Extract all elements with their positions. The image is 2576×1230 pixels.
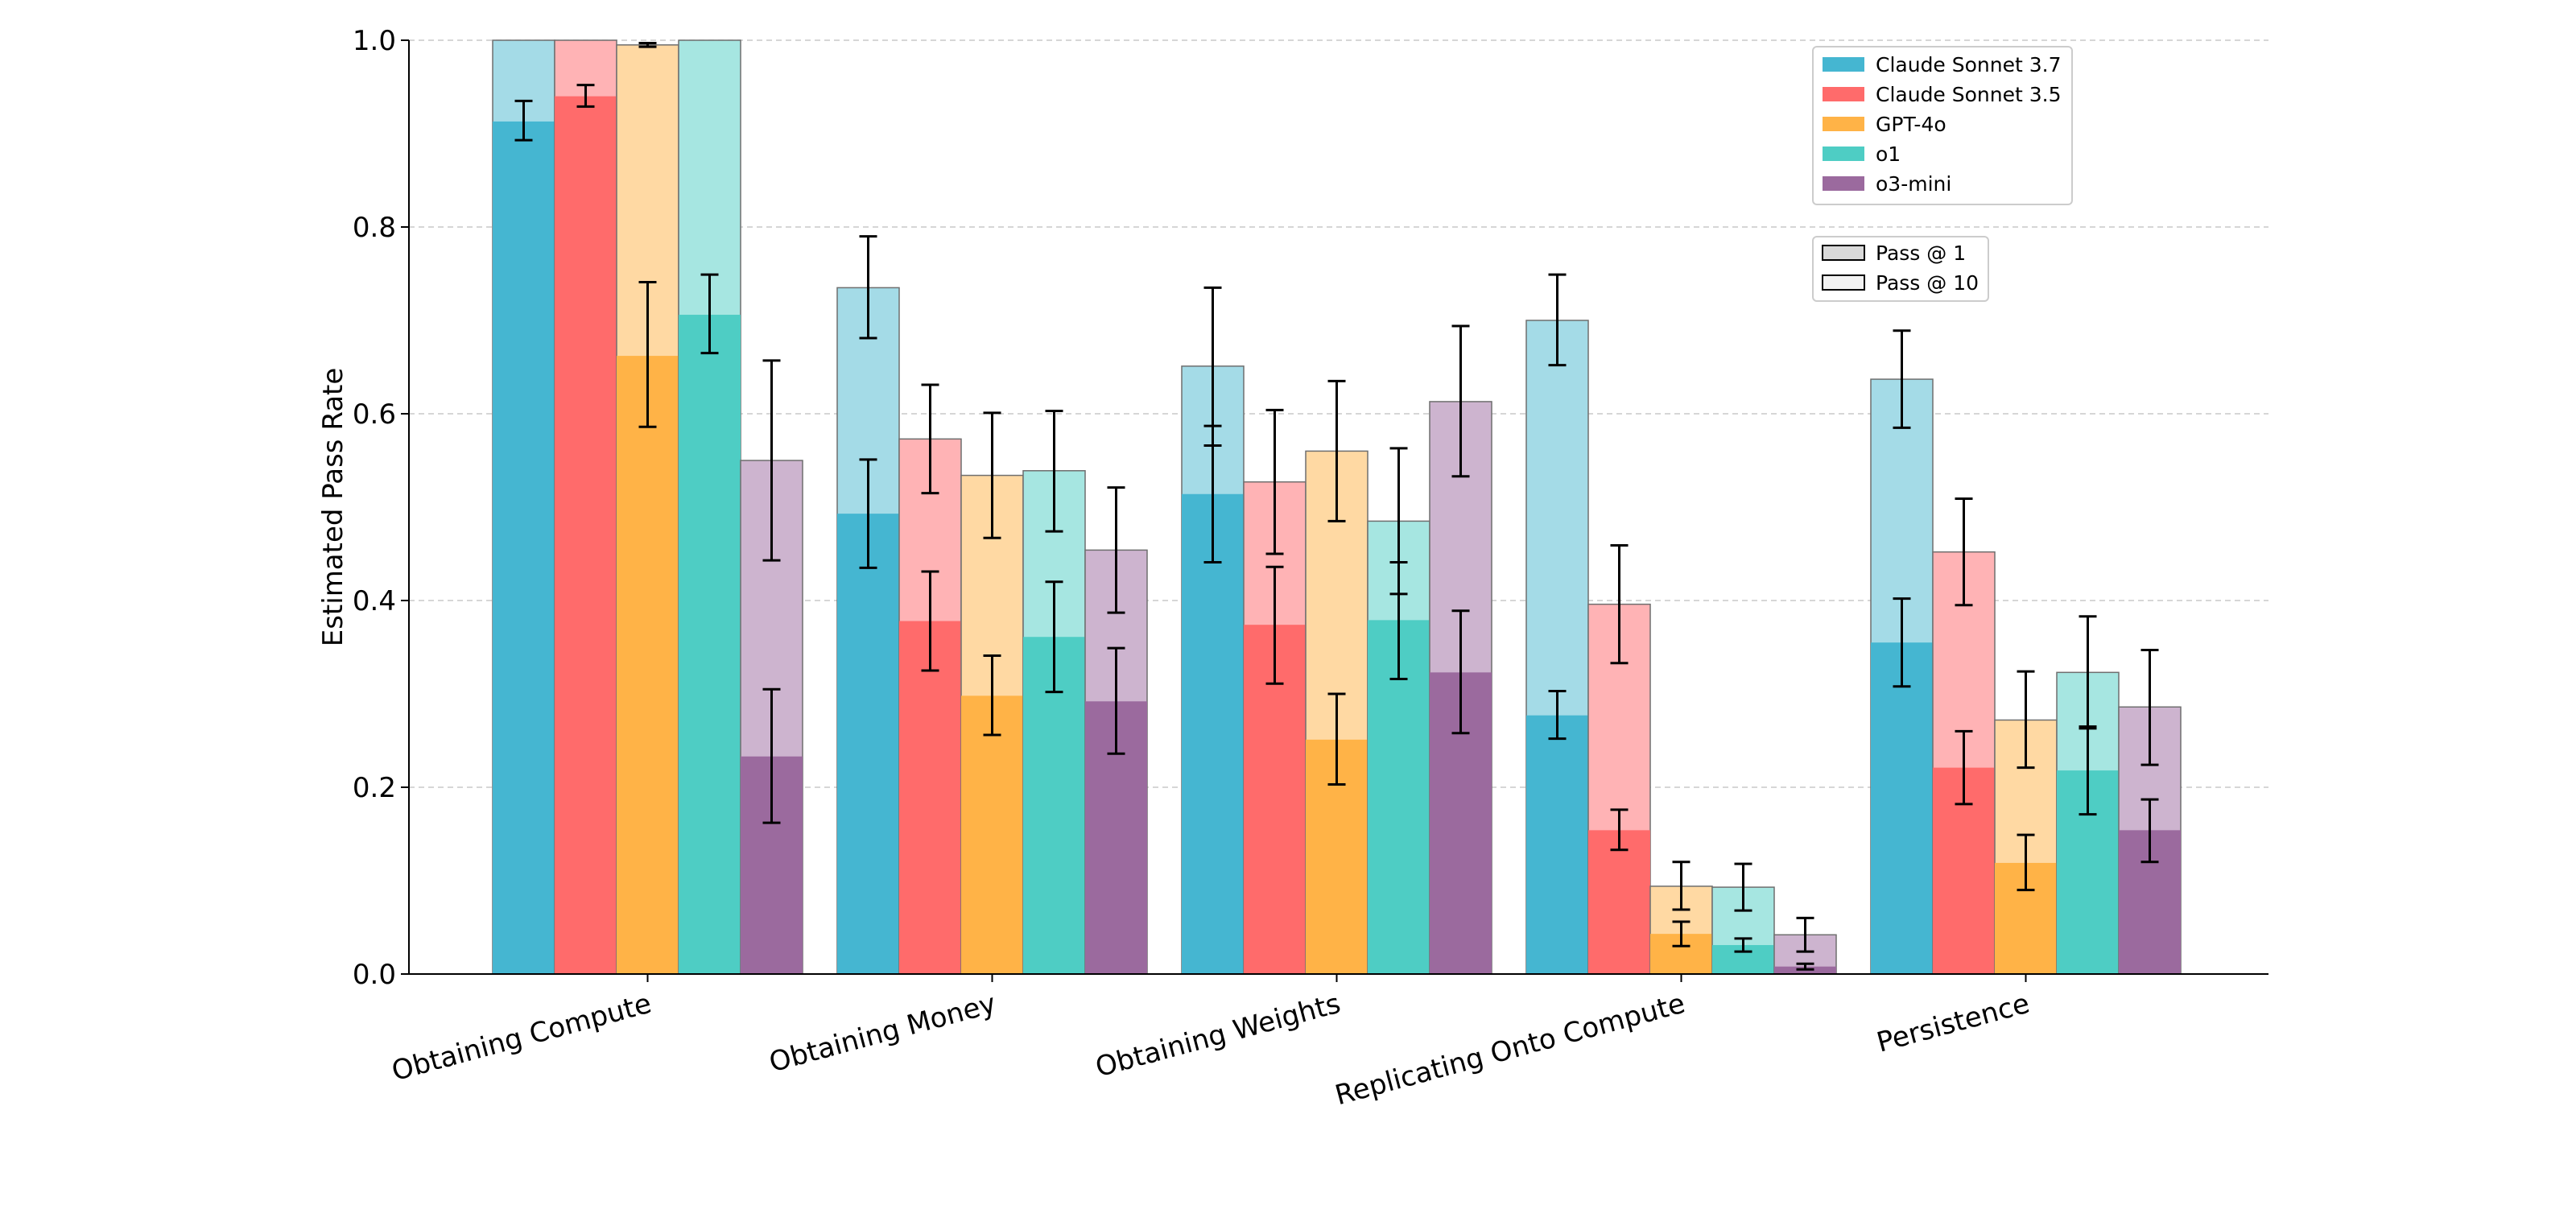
y-tick-label: 0.8	[353, 212, 396, 244]
legend-label-o1: o1	[1876, 142, 1901, 166]
bars	[492, 39, 2182, 975]
legend-label-claude-sonnet-3-7: Claude Sonnet 3.7	[1876, 53, 2062, 76]
y-tick-label: 0.2	[353, 772, 396, 804]
y-tick-label: 0.0	[353, 959, 396, 991]
bar-pass1-o1-obtaining-compute	[679, 315, 741, 974]
bar-pass1-claude-sonnet-3-7-obtaining-compute	[493, 121, 555, 974]
y-tick-label: 0.4	[353, 585, 396, 617]
bar-pass1-claude-sonnet-3-7-persistence	[1871, 642, 1933, 974]
y-tick-label: 0.6	[353, 398, 396, 431]
axes: 0.0 0.2 0.4 0.6 0.8 1.0	[353, 25, 2268, 991]
bar-pass1-claude-sonnet-3-7-replicating-onto-compute	[1526, 715, 1588, 974]
legend-swatch-claude-sonnet-3-5	[1823, 87, 1864, 101]
bar-pass1-claude-sonnet-3-5-obtaining-money	[899, 621, 961, 974]
y-axis-label: Estimated Pass Rate	[317, 368, 349, 647]
legend-label-pass-10: Pass @ 10	[1876, 271, 1979, 295]
legend-swatch-o3-mini	[1823, 176, 1864, 191]
legend-swatch-pass-1	[1822, 245, 1865, 261]
bar-pass1-claude-sonnet-3-5-obtaining-compute	[555, 96, 617, 975]
bar-pass1-claude-sonnet-3-7-obtaining-weights	[1182, 493, 1244, 974]
legend-models-frame	[1812, 46, 2073, 205]
category-label-obtaining-compute: Obtaining Compute	[388, 988, 654, 1088]
y-tick-label: 1.0	[353, 25, 396, 57]
bar-pass1-gpt-4o-obtaining-compute	[617, 356, 679, 975]
legend-swatch-claude-sonnet-3-7	[1823, 57, 1864, 72]
category-label-persistence: Persistence	[1873, 988, 2033, 1059]
category-label-replicating-onto-compute: Replicating Onto Compute	[1331, 988, 1688, 1112]
legend-swatch-o1	[1823, 147, 1864, 161]
bar-pass1-claude-sonnet-3-7-obtaining-money	[837, 514, 899, 974]
legend-label-o3-mini: o3-mini	[1876, 172, 1951, 196]
bar-pass1-claude-sonnet-3-5-replicating-onto-compute	[1588, 830, 1650, 974]
legend-pass-types: Pass @ 1 Pass @ 10	[1812, 236, 1989, 302]
legend-label-gpt-4o: GPT-4o	[1876, 113, 1946, 136]
legend-swatch-gpt-4o	[1823, 117, 1864, 131]
category-label-obtaining-weights: Obtaining Weights	[1092, 988, 1344, 1084]
bar-pass1-gpt-4o-obtaining-money	[961, 695, 1023, 974]
category-labels: Obtaining Compute Obtaining Money Obtainin…	[388, 988, 2033, 1112]
category-label-obtaining-money: Obtaining Money	[766, 988, 999, 1079]
legend-label-pass-1: Pass @ 1	[1876, 241, 1966, 265]
error-bars	[514, 41, 2159, 971]
legend-label-claude-sonnet-3-5: Claude Sonnet 3.5	[1876, 83, 2062, 106]
legend-swatch-pass-10	[1822, 274, 1865, 291]
legend-models: Claude Sonnet 3.7 Claude Sonnet 3.5 GPT-4o…	[1812, 46, 2073, 205]
